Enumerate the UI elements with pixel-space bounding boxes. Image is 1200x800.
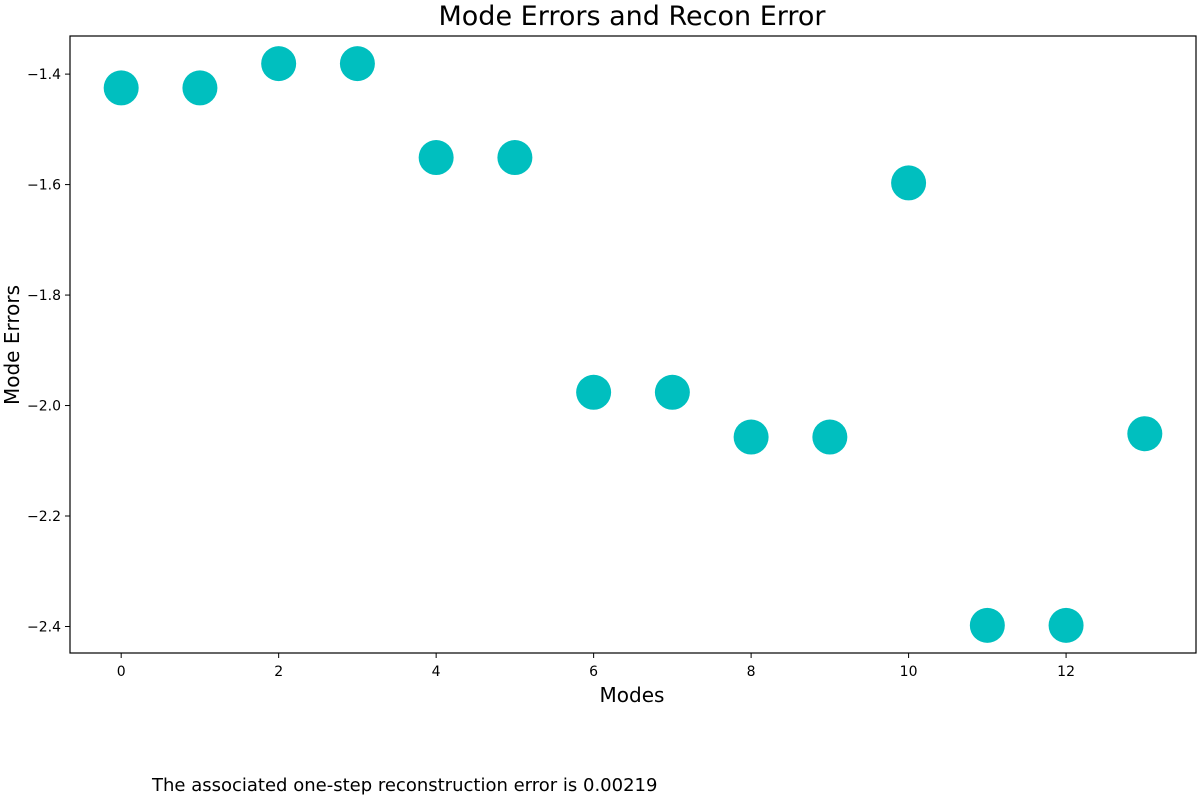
y-tick-label: −2.4 — [27, 619, 61, 635]
x-tick-label: 0 — [117, 664, 126, 680]
data-point — [654, 374, 690, 410]
data-point — [969, 607, 1005, 643]
data-points — [103, 46, 1163, 643]
x-tick-label: 6 — [589, 664, 598, 680]
data-point — [497, 140, 533, 176]
reconstruction-error-note: The associated one-step reconstruction e… — [151, 775, 657, 796]
y-tick-label: −2.0 — [27, 399, 61, 415]
x-axis-label: Modes — [600, 683, 665, 707]
data-point — [733, 419, 769, 455]
y-tick-label: −1.4 — [27, 67, 61, 83]
y-tick-label: −2.2 — [27, 509, 61, 525]
y-axis-label: Mode Errors — [0, 285, 24, 405]
data-point — [261, 46, 297, 82]
x-axis: 0 2 4 6 8 10 12 — [117, 653, 1075, 680]
x-tick-label: 10 — [900, 664, 918, 680]
y-axis: −1.4 −1.6 −1.8 −2.0 −2.2 −2.4 — [27, 67, 70, 635]
data-point — [103, 70, 139, 106]
data-point — [1127, 416, 1163, 452]
data-point — [1048, 607, 1084, 643]
x-tick-label: 8 — [747, 664, 756, 680]
data-point — [418, 140, 454, 176]
data-point — [182, 70, 218, 106]
x-tick-label: 4 — [432, 664, 441, 680]
x-tick-label: 12 — [1057, 664, 1075, 680]
data-point — [891, 165, 927, 201]
x-tick-label: 2 — [274, 664, 283, 680]
y-tick-label: −1.8 — [27, 288, 61, 304]
y-tick-label: −1.6 — [27, 178, 61, 194]
data-point — [339, 46, 375, 82]
chart-title: Mode Errors and Recon Error — [438, 1, 826, 32]
data-point — [812, 419, 848, 455]
data-point — [576, 374, 612, 410]
plot-area-frame — [69, 35, 1197, 654]
